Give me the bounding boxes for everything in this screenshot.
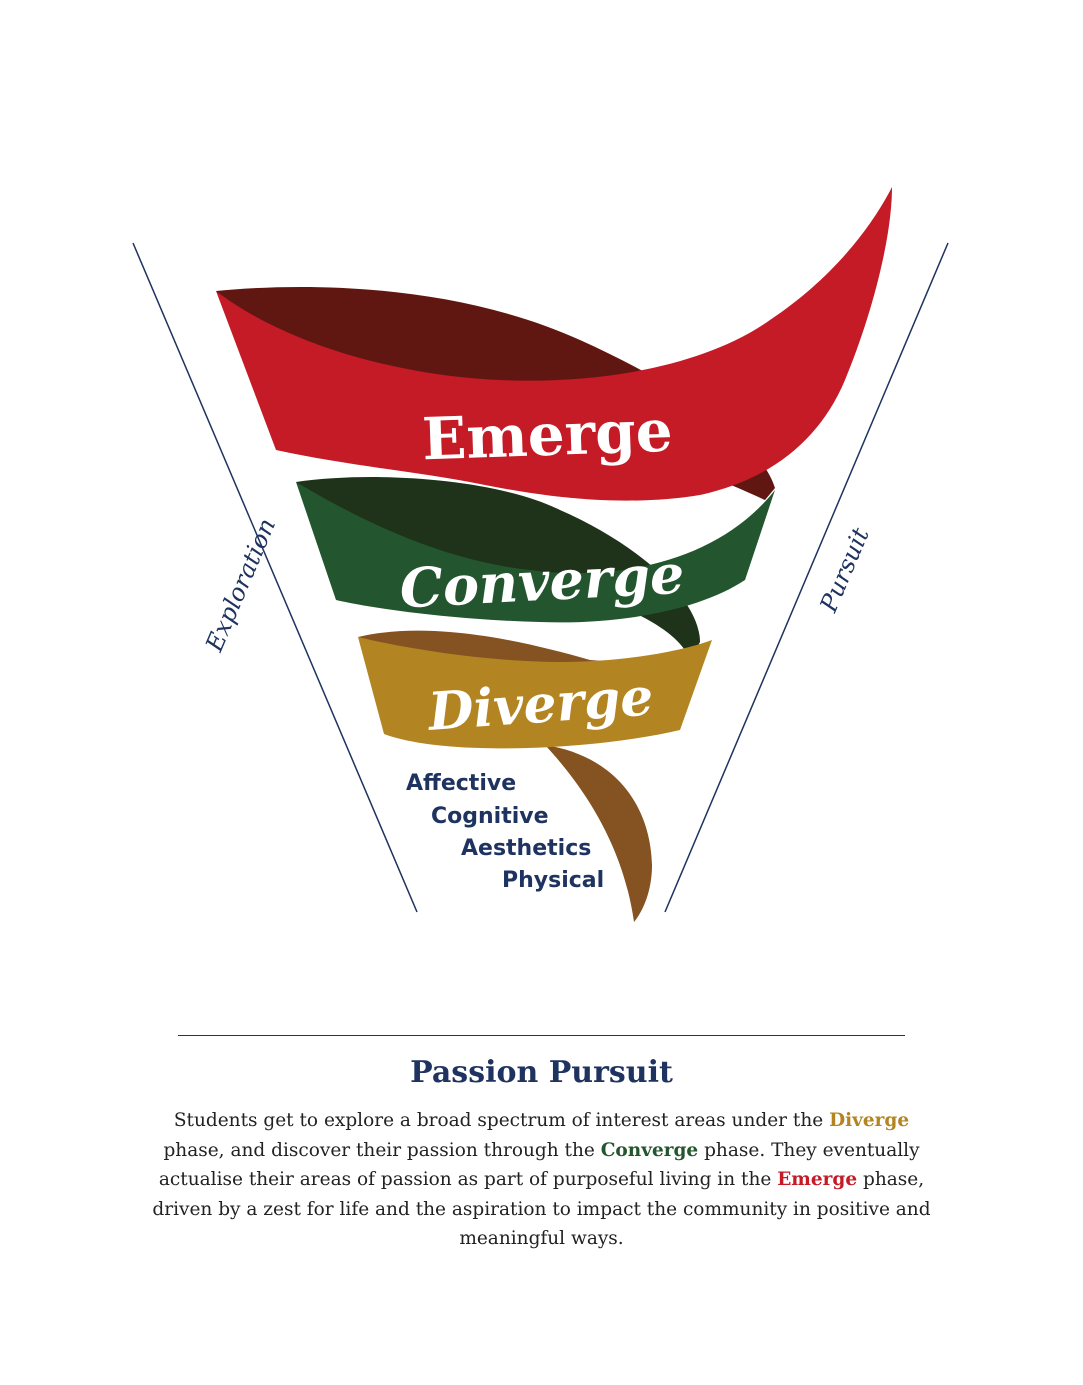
converge-label: Converge: [398, 542, 686, 621]
description-text-1: Students get to explore a broad spectrum…: [173, 1110, 830, 1131]
dimension-affective: Affective: [406, 771, 516, 796]
section-description: Students get to explore a broad spectrum…: [150, 1106, 933, 1254]
diverge-band: [358, 637, 712, 749]
emerge-band: [216, 187, 892, 501]
section-divider: [178, 1035, 905, 1036]
converge-band: [296, 482, 775, 623]
dimension-cognitive: Cognitive: [431, 804, 549, 829]
description-text-3: phase. They eventually actualise their a…: [158, 1139, 920, 1191]
emerge-label: Emerge: [421, 397, 674, 474]
keyword-emerge: Emerge: [777, 1169, 858, 1190]
funnel-diagram: Exploration Pursuit Emerge Converge Dive…: [132, 187, 949, 922]
exploration-label: Exploration: [200, 514, 281, 656]
left-guide-line: [132, 242, 418, 913]
section-title: Passion Pursuit: [410, 1055, 673, 1090]
dimension-physical: Physical: [502, 868, 604, 893]
diverge-tail: [545, 745, 652, 922]
diverge-band-back: [358, 630, 710, 666]
right-guide-line: [664, 242, 949, 913]
description-text-4: phase, driven by a zest for life and the…: [152, 1169, 931, 1249]
keyword-diverge: Diverge: [829, 1110, 910, 1131]
dimension-aesthetics: Aesthetics: [461, 836, 591, 861]
keyword-converge: Converge: [600, 1139, 699, 1161]
description-text-2: phase, and discover their passion throug…: [163, 1139, 601, 1161]
